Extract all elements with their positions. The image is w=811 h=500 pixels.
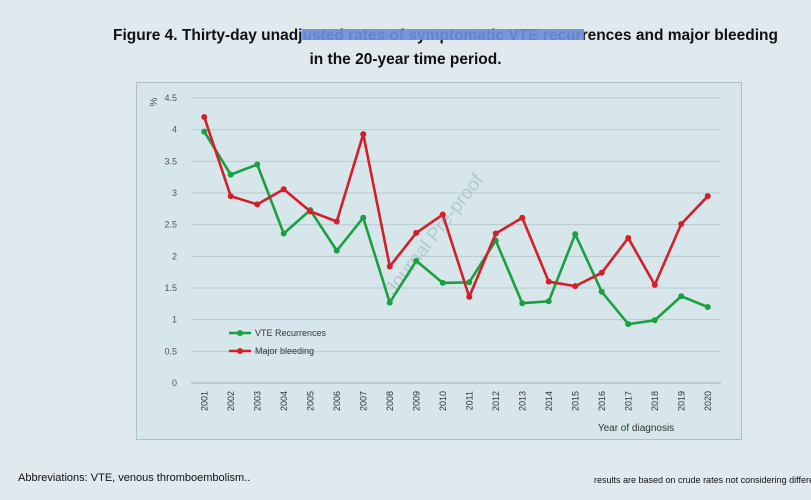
data-point: [598, 269, 605, 276]
x-tick-label: 2009: [411, 391, 421, 411]
y-tick-label: 3.5: [164, 156, 177, 166]
data-point: [280, 230, 287, 237]
x-tick-label: 2008: [385, 391, 395, 411]
x-tick-label: 2015: [570, 391, 580, 411]
line-chart: 0 0.5 1 1.5 2 2.5 3 3.5 4 4.5 2001 2002 2003 2004 2005…: [149, 93, 721, 434]
y-tick-label: 1: [172, 315, 177, 325]
x-tick-label: 2005: [305, 391, 315, 411]
y-tick-label: 2.5: [164, 220, 177, 230]
figure-title-line-2: in the 20-year time period.: [309, 51, 502, 68]
chart-panel: 0 0.5 1 1.5 2 2.5 3 3.5 4 4.5 2001 2002 2003 2004 2005…: [136, 82, 742, 440]
y-tick-label: 3: [172, 188, 177, 198]
y-axis-label: %: [149, 97, 160, 106]
series-line: [203, 116, 709, 299]
x-tick-label: 2016: [597, 391, 607, 411]
x-tick-label: 2020: [703, 391, 713, 411]
x-tick-label: 2019: [676, 391, 686, 411]
y-tick-label: 4: [172, 125, 177, 135]
x-tick-label: 2003: [252, 391, 262, 411]
legend-marker: [237, 330, 243, 336]
y-tick-label: 1.5: [164, 283, 177, 293]
data-point: [572, 283, 579, 290]
data-point: [201, 114, 208, 120]
data-point: [704, 193, 711, 200]
data-point: [254, 201, 261, 208]
data-point: [651, 317, 658, 324]
data-point: [678, 293, 685, 300]
data-point: [307, 208, 314, 215]
data-point: [360, 131, 367, 138]
data-point: [333, 247, 340, 254]
data-point: [386, 299, 393, 306]
data-point: [519, 214, 526, 221]
series-0: [201, 128, 711, 328]
data-point: [254, 161, 261, 168]
data-point: [413, 257, 420, 264]
data-point: [413, 229, 420, 236]
x-tick-label: 2013: [517, 391, 527, 411]
data-point: [651, 281, 658, 288]
legend-marker: [237, 348, 243, 354]
y-tick-label: 0: [172, 378, 177, 388]
data-point: [704, 304, 711, 310]
data-point: [466, 279, 473, 286]
x-tick-label: 2012: [491, 391, 501, 411]
data-point: [545, 278, 552, 285]
data-point: [439, 211, 446, 218]
x-tick-label: 2002: [226, 391, 236, 411]
data-point: [201, 128, 208, 135]
data-point: [227, 171, 234, 178]
data-point: [360, 214, 367, 221]
x-axis-label: Year of diagnosis: [598, 423, 674, 434]
data-point: [492, 230, 499, 237]
data-point: [439, 279, 446, 286]
data-point: [678, 221, 685, 228]
data-point: [386, 263, 393, 270]
legend-entry: Major bleeding: [255, 346, 314, 356]
data-point: [280, 186, 287, 193]
x-tick-label: 2018: [650, 391, 660, 411]
y-tick-label: 2: [172, 251, 177, 261]
redaction-bar: [302, 29, 584, 40]
data-point: [227, 193, 234, 200]
y-tick-label: 0.5: [164, 346, 177, 356]
data-point: [545, 298, 552, 305]
x-tick-label: 2014: [544, 391, 554, 411]
x-tick-label: 2010: [438, 391, 448, 411]
data-point: [625, 321, 632, 328]
x-tick-label: 2004: [279, 391, 289, 411]
x-tick-label: 2007: [358, 391, 368, 411]
data-point: [466, 293, 473, 300]
series-1: [201, 114, 711, 300]
x-tick-label: 2011: [464, 391, 474, 410]
data-point: [333, 218, 340, 225]
data-point: [598, 288, 605, 295]
data-point: [625, 234, 632, 241]
x-tick-label: 2006: [332, 391, 342, 411]
data-point: [519, 300, 526, 307]
series-line: [203, 130, 709, 326]
crude-rates-note: results are based on crude rates not con…: [594, 475, 811, 485]
data-point: [572, 231, 579, 238]
x-tick-label: 2001: [199, 391, 209, 411]
legend-entry: VTE Recurrences: [255, 328, 327, 338]
abbreviations-note: Abbreviations: VTE, venous thromboemboli…: [18, 472, 251, 484]
x-tick-label: 2017: [623, 391, 633, 411]
y-tick-label: 4.5: [164, 93, 177, 103]
